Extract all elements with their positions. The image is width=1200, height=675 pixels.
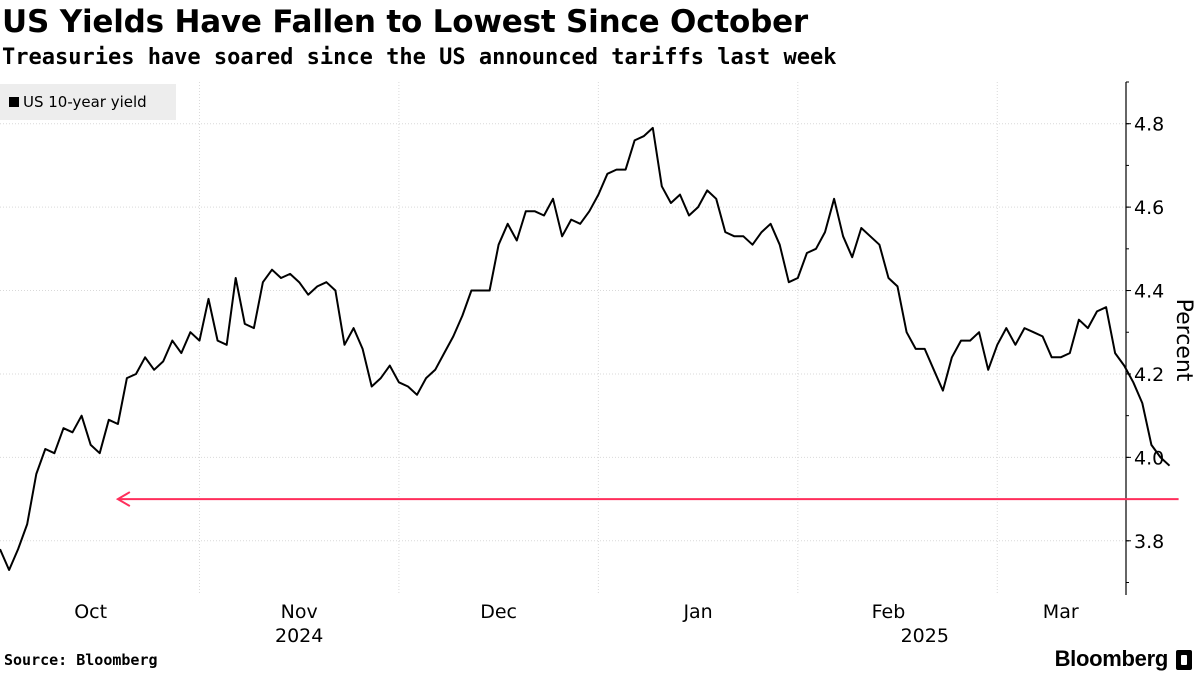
annotations [115,491,1179,507]
chart-title: US Yields Have Fallen to Lowest Since Oc… [2,4,809,40]
legend-swatch [9,97,19,107]
source-note: Source: Bloomberg [4,651,158,669]
x-year-label: 2025 [901,625,949,647]
series-line [0,126,1171,571]
brand-logo: Bloomberg [1054,646,1169,671]
brand-icon [1176,650,1192,670]
gridlines [0,82,1126,595]
x-year-label: 2024 [275,625,323,647]
x-tick-label: Jan [682,601,712,623]
y-tick-label: 4.4 [1134,281,1164,303]
chart-subtitle: Treasuries have soared since the US anno… [2,45,837,70]
legend: US 10-year yield [0,84,176,120]
x-tick-label: Nov [281,601,318,623]
x-tick-label: Oct [74,601,107,623]
y-axis-title: Percent [1171,299,1196,382]
legend-label: US 10-year yield [23,93,147,111]
axes: 3.8 4.0 4.2 4.4 4.6 4.8 Percent Oct Nov Dec Jan Feb… [74,81,1196,647]
x-tick-label: Mar [1043,601,1079,623]
y-tick-label: 4.0 [1134,447,1164,469]
y-tick-label: 4.6 [1134,197,1164,219]
y-tick-label: 3.8 [1134,531,1164,553]
series [0,126,1171,571]
x-tick-label: Feb [872,601,906,623]
annotation-arrow-head [115,491,131,507]
x-tick-label: Dec [480,601,517,623]
y-tick-label: 4.8 [1134,114,1164,136]
y-tick-label: 4.2 [1134,364,1164,386]
